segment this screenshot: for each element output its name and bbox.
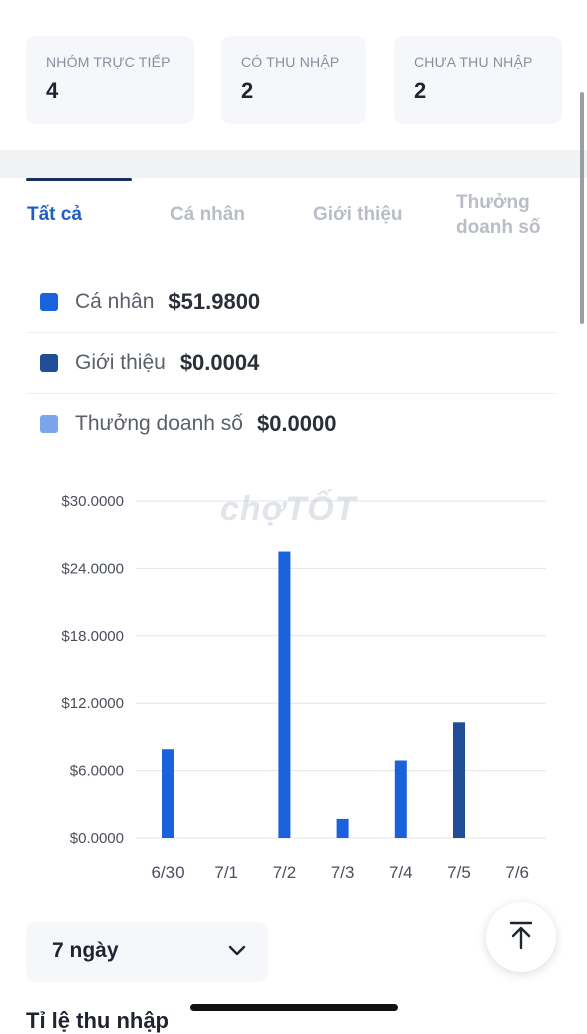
y-tick-label: $0.0000 (70, 830, 124, 847)
divider (26, 393, 556, 394)
legend-name: Thưởng doanh số (75, 412, 243, 435)
x-tick-label: 6/30 (151, 863, 184, 882)
stat-label: CÓ THU NHẬP (241, 54, 340, 70)
legend-item-sales-bonus: Thưởng doanh số $0.0000 (40, 408, 336, 440)
y-tick-label: $6.0000 (70, 763, 124, 780)
legend-swatch (40, 415, 58, 433)
x-tick-label: 7/5 (447, 863, 471, 882)
bar-7-2[interactable] (278, 551, 291, 838)
section-divider (0, 150, 587, 178)
stat-value: 2 (241, 78, 254, 103)
stat-label: CHƯA THU NHẬP (414, 54, 533, 70)
scrollbar[interactable] (580, 92, 584, 324)
bar-7-4[interactable] (394, 760, 407, 838)
legend-name: Giới thiệu (75, 351, 166, 374)
y-tick-label: $12.0000 (61, 695, 124, 712)
y-tick-label: $18.0000 (61, 628, 124, 645)
arrow-up-to-top-icon (508, 920, 534, 955)
divider (26, 332, 556, 333)
income-tabs: Tất cả Cá nhân Giới thiệu Thưởng doanh s… (0, 178, 587, 258)
x-tick-label: 7/4 (389, 863, 413, 882)
chart-svg: $0.0000 $6.0000 $12.0000 $18.0000 $24.0000 $3… (61, 493, 546, 882)
bar-6-30[interactable] (162, 749, 174, 838)
legend-value: $51.9800 (168, 289, 261, 314)
stat-label: NHÓM TRỰC TIẾP (46, 54, 171, 70)
legend-value: $0.0000 (256, 411, 337, 436)
y-tick-label: $30.0000 (61, 493, 124, 510)
legend-item-personal: Cá nhân $51.9800 (40, 286, 260, 318)
stat-value: 2 (414, 78, 427, 103)
x-tick-label: 7/1 (214, 863, 238, 882)
tab-sales-bonus-line1: Thưởng (456, 192, 530, 213)
income-bar-chart: $0.0000 $6.0000 $12.0000 $18.0000 $24.0000 $3… (0, 470, 587, 890)
back-to-top-button[interactable] (486, 902, 556, 972)
stats-section: NHÓM TRỰC TIẾP 4 CÓ THU NHẬP 2 CHƯA THU … (0, 0, 587, 150)
x-tick-label: 7/6 (505, 863, 529, 882)
active-tab-indicator (26, 178, 132, 181)
tab-referral[interactable]: Giới thiệu (313, 204, 403, 225)
stat-card-without-income: CHƯA THU NHẬP 2 (394, 36, 562, 124)
legend-swatch (40, 293, 58, 311)
stat-card-with-income: CÓ THU NHẬP 2 (221, 36, 366, 124)
legend-swatch (40, 354, 58, 372)
bar-7-3[interactable] (336, 818, 349, 838)
legend-name: Cá nhân (75, 290, 155, 313)
x-tick-label: 7/3 (331, 863, 355, 882)
home-indicator (190, 1004, 398, 1011)
stat-card-direct-group: NHÓM TRỰC TIẾP 4 (26, 36, 194, 124)
tab-all[interactable]: Tất cả (27, 204, 82, 225)
date-range-value: 7 ngày (52, 939, 119, 962)
legend-item-referral: Giới thiệu $0.0004 (40, 347, 259, 379)
tab-sales-bonus-line2: doanh số (456, 217, 541, 238)
x-tick-label: 7/2 (273, 863, 297, 882)
y-tick-label: $24.0000 (61, 560, 124, 577)
stat-value: 4 (46, 78, 59, 103)
income-ratio-title: Tỉ lệ thu nhập (26, 1008, 169, 1033)
legend-value: $0.0004 (179, 350, 260, 375)
tab-personal[interactable]: Cá nhân (170, 204, 245, 225)
bar-7-5[interactable] (453, 722, 465, 838)
tab-sales-bonus[interactable]: Thưởng doanh số (456, 190, 540, 240)
watermark: chợTỐT (220, 490, 357, 528)
chevron-down-icon (228, 944, 246, 962)
date-range-select[interactable]: 7 ngày (26, 922, 268, 982)
